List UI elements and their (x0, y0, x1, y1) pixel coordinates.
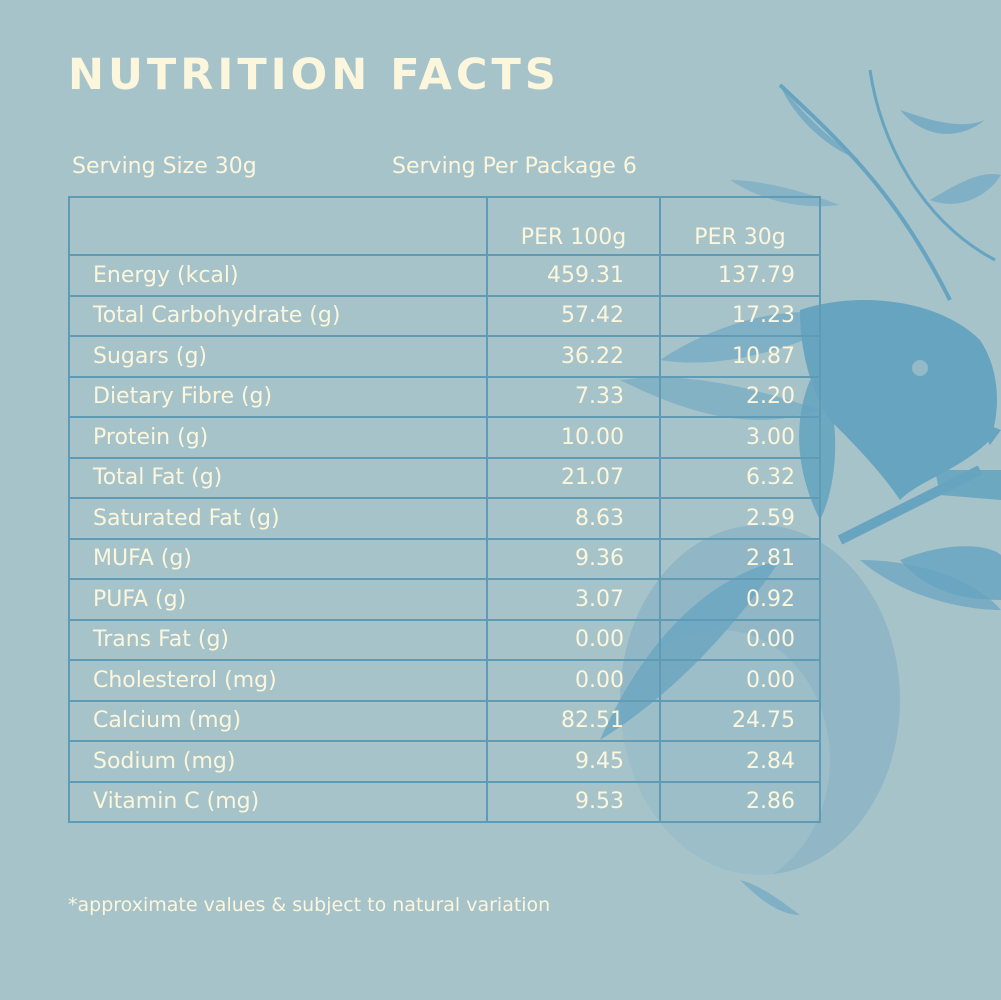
value-per-30g: 2.84 (659, 740, 821, 783)
value-per-100g: 10.00 (486, 416, 661, 459)
value-per-100g: 82.51 (486, 699, 661, 742)
table-row: Calcium (mg) 82.51 24.75 (68, 699, 821, 742)
value-per-100g: 9.36 (486, 537, 661, 580)
nutrient-name: Cholesterol (mg) (68, 659, 488, 702)
value-per-100g: 459.31 (486, 254, 661, 297)
value-per-30g: 137.79 (659, 254, 821, 297)
table-row: MUFA (g) 9.36 2.81 (68, 537, 821, 580)
table-row: Energy (kcal) 459.31 137.79 (68, 254, 821, 297)
value-per-30g: 0.00 (659, 618, 821, 661)
table-row: Sugars (g) 36.22 10.87 (68, 335, 821, 378)
value-per-30g: 24.75 (659, 699, 821, 742)
value-per-30g: 2.59 (659, 497, 821, 540)
page-title: NUTRITION FACTS (68, 50, 560, 100)
nutrition-table: PER 100g PER 30g Energy (kcal) 459.31 13… (68, 196, 821, 823)
nutrient-name: Vitamin C (mg) (68, 780, 488, 823)
table-header-row: PER 100g PER 30g (68, 196, 821, 256)
value-per-100g: 36.22 (486, 335, 661, 378)
value-per-30g: 0.92 (659, 578, 821, 621)
nutrient-name: Total Fat (g) (68, 456, 488, 499)
value-per-100g: 21.07 (486, 456, 661, 499)
table-row: Sodium (mg) 9.45 2.84 (68, 740, 821, 783)
value-per-100g: 3.07 (486, 578, 661, 621)
nutrient-name: Total Carbohydrate (g) (68, 294, 488, 337)
table-row: Total Fat (g) 21.07 6.32 (68, 456, 821, 499)
nutrient-name: Energy (kcal) (68, 254, 488, 297)
table-row: Cholesterol (mg) 0.00 0.00 (68, 659, 821, 702)
value-per-100g: 9.45 (486, 740, 661, 783)
table-row: Vitamin C (mg) 9.53 2.86 (68, 780, 821, 823)
footnote: *approximate values & subject to natural… (68, 894, 551, 916)
value-per-100g: 0.00 (486, 618, 661, 661)
value-per-100g: 9.53 (486, 780, 661, 823)
table-row: Saturated Fat (g) 8.63 2.59 (68, 497, 821, 540)
value-per-30g: 0.00 (659, 659, 821, 702)
value-per-100g: 7.33 (486, 375, 661, 418)
nutrient-name: Sodium (mg) (68, 740, 488, 783)
nutrient-name: Sugars (g) (68, 335, 488, 378)
nutrient-name: PUFA (g) (68, 578, 488, 621)
value-per-30g: 6.32 (659, 456, 821, 499)
nutrient-name: Saturated Fat (g) (68, 497, 488, 540)
nutrient-name: MUFA (g) (68, 537, 488, 580)
value-per-30g: 3.00 (659, 416, 821, 459)
table-header-nutrient (68, 196, 488, 256)
value-per-100g: 8.63 (486, 497, 661, 540)
table-row: Total Carbohydrate (g) 57.42 17.23 (68, 294, 821, 337)
value-per-30g: 2.20 (659, 375, 821, 418)
value-per-30g: 2.81 (659, 537, 821, 580)
nutrient-name: Protein (g) (68, 416, 488, 459)
table-row: PUFA (g) 3.07 0.92 (68, 578, 821, 621)
servings-per-package: Serving Per Package 6 (392, 154, 637, 179)
value-per-30g: 10.87 (659, 335, 821, 378)
serving-size: Serving Size 30g (72, 154, 257, 179)
table-row: Trans Fat (g) 0.00 0.00 (68, 618, 821, 661)
value-per-100g: 57.42 (486, 294, 661, 337)
value-per-100g: 0.00 (486, 659, 661, 702)
nutrient-name: Dietary Fibre (g) (68, 375, 488, 418)
table-header-per-30g: PER 30g (659, 196, 821, 256)
nutrient-name: Trans Fat (g) (68, 618, 488, 661)
value-per-30g: 17.23 (659, 294, 821, 337)
table-header-per-100g: PER 100g (486, 196, 661, 256)
nutrient-name: Calcium (mg) (68, 699, 488, 742)
table-row: Dietary Fibre (g) 7.33 2.20 (68, 375, 821, 418)
table-row: Protein (g) 10.00 3.00 (68, 416, 821, 459)
value-per-30g: 2.86 (659, 780, 821, 823)
